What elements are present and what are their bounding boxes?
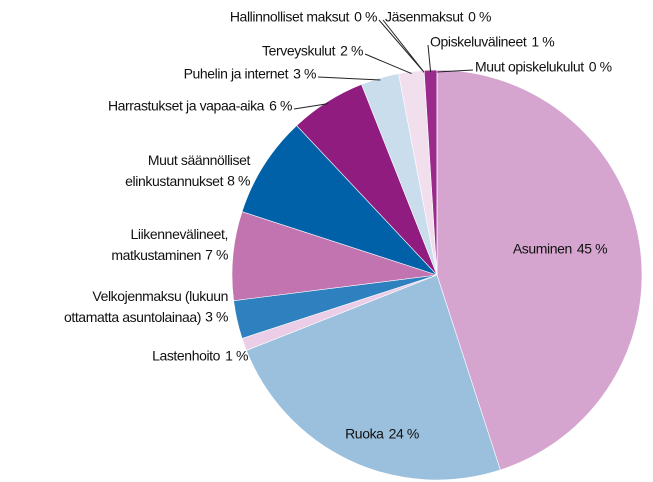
value-label: 0 % — [589, 59, 612, 75]
slice-label: 2 %Terveyskulut — [262, 43, 363, 59]
value-label: 8 % — [227, 173, 250, 189]
category-label: Opiskeluvälineet — [430, 34, 527, 50]
slice-label: 1 %Opiskeluvälineet — [430, 34, 555, 50]
leader-line — [364, 53, 412, 75]
category-label: Terveyskulut — [262, 43, 336, 59]
pie-slice — [436, 69, 643, 471]
value-label: 7 % — [205, 247, 228, 263]
category-label: Asuminen — [513, 241, 572, 257]
leader-line — [378, 19, 425, 73]
value-label: 45 % — [577, 241, 607, 257]
slice-label: Liikennevälineet, matkustaminen 7 % — [111, 226, 228, 263]
value-label: 6 % — [269, 98, 292, 114]
category-label: Muut opiskelukulut — [475, 59, 584, 75]
category-line: elinkustannukset — [125, 173, 223, 189]
leader-line — [427, 44, 432, 73]
slice-label: 0 %Hallinnolliset maksut — [230, 9, 378, 25]
slice-label: Muut säännölliset elinkustannukset 8 % — [125, 152, 251, 189]
slice-label: 0 % Muut opiskelukulut — [475, 59, 612, 75]
value-label: 1 % — [531, 34, 554, 50]
slice-label: 3 %Puhelin ja internet — [184, 66, 317, 82]
value-label: 0 % — [354, 9, 377, 25]
value-label: 24 % — [389, 426, 419, 442]
category-line: Muut säännölliset — [148, 152, 251, 168]
category-label: Lastenhoito — [152, 348, 221, 364]
category-line: Liikennevälineet, — [131, 226, 229, 242]
pie-slice — [246, 274, 501, 481]
leader-line — [382, 19, 425, 73]
category-label: Velkojenmaksu (lukuun ottamatta asuntolai… — [64, 288, 228, 325]
slice-label: 45 % Asuminen — [513, 241, 608, 257]
category-label: Hallinnolliset maksut — [230, 9, 350, 25]
category-label: Harrastukset ja vapaa-aika — [108, 98, 265, 114]
value-label: 1 % — [225, 348, 248, 364]
category-line: matkustaminen — [111, 247, 201, 263]
category-label: Jäsenmaksut — [385, 9, 464, 25]
value-label: 0 % — [468, 9, 491, 25]
category-label: Liikennevälineet, matkustaminen — [111, 226, 228, 263]
category-label: Muut säännölliset elinkustannukset — [125, 152, 250, 189]
pie-slice — [241, 125, 438, 276]
slice-label: Velkojenmaksu (lukuun ottamatta asuntolai… — [64, 288, 228, 325]
leader-line — [317, 76, 381, 81]
category-label: Puhelin ja internet — [184, 66, 289, 82]
category-label: Ruoka — [345, 426, 384, 442]
value-label: 3 % — [205, 309, 228, 325]
value-label: 2 % — [340, 43, 363, 59]
value-label: 3 % — [293, 66, 316, 82]
slice-label: 0 %Jäsenmaksut — [385, 9, 491, 25]
category-line: ottamatta asuntolainaa) — [64, 309, 201, 325]
slice-label: 24 % Ruoka — [345, 426, 419, 442]
category-line: Velkojenmaksu (lukuun — [92, 288, 228, 304]
slice-label: 6 %Harrastukset ja vapaa-aika — [108, 98, 292, 114]
leader-line — [293, 103, 329, 110]
slice-label: 1 %Lastenhoito — [152, 348, 248, 364]
leader-line — [436, 69, 474, 73]
